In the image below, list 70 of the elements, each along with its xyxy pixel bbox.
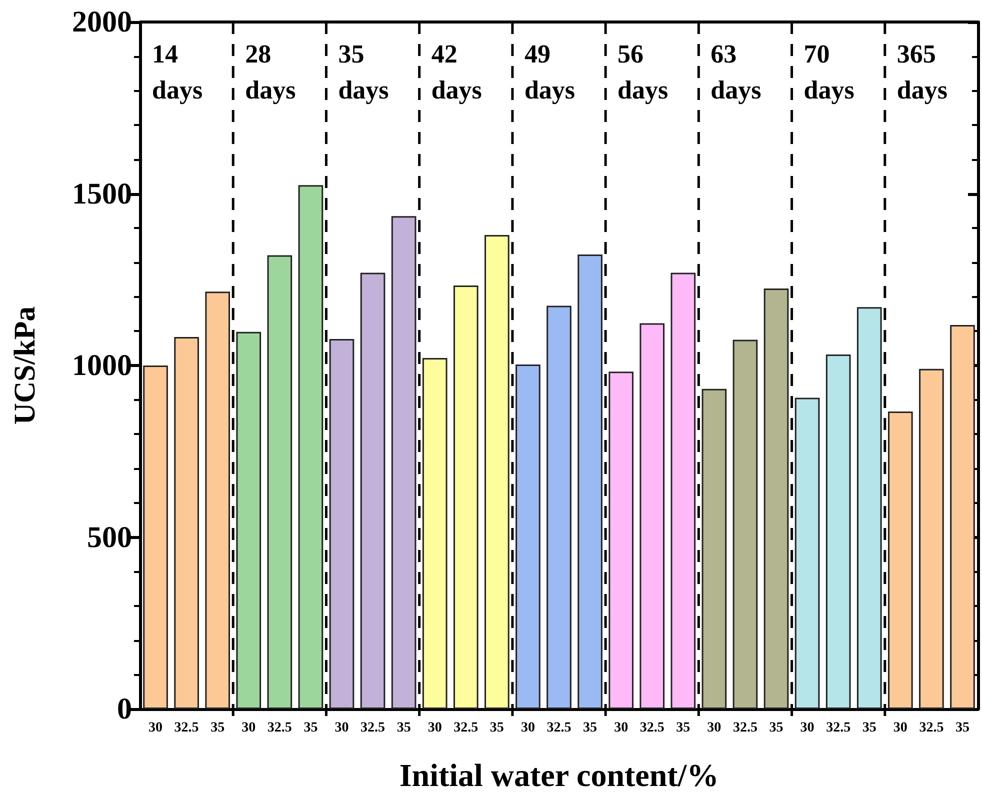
- bar: [298, 185, 324, 709]
- x-tick-label: 30: [334, 720, 349, 736]
- y-tick-label: 0: [117, 692, 132, 726]
- x-tick-label: 30: [800, 720, 814, 736]
- annotation: 63 days: [710, 40, 762, 104]
- bar: [546, 306, 572, 709]
- x-tick-label: 35: [583, 720, 598, 736]
- x-tick-label: 32.5: [267, 720, 292, 736]
- bar: [267, 255, 292, 709]
- annotation: 35 days: [338, 40, 389, 104]
- bar: [391, 216, 416, 709]
- bar: [484, 234, 510, 709]
- bar: [950, 324, 975, 709]
- x-tick-label: 30: [707, 720, 722, 736]
- x-tick-label: 32.5: [919, 720, 944, 736]
- bar: [453, 285, 478, 709]
- x-tick-label: 30: [242, 720, 256, 736]
- y-tick-label: 500: [87, 520, 132, 554]
- bar: [919, 368, 944, 709]
- x-tick-label: 32.5: [640, 720, 664, 736]
- bar: [608, 372, 634, 709]
- annotation: 42 days: [431, 40, 482, 104]
- bar: [360, 272, 386, 709]
- bar: [702, 388, 727, 709]
- annotation: 49 days: [524, 40, 576, 104]
- x-tick-label: 35: [769, 720, 784, 736]
- x-tick-label: 30: [614, 720, 628, 736]
- annotation: 70 days: [804, 40, 854, 104]
- bar: [143, 366, 168, 709]
- x-tick-label: 35: [862, 720, 876, 736]
- x-tick-label: 35: [304, 720, 318, 736]
- x-tick-label: 32.5: [174, 720, 199, 736]
- x-tick-label: 30: [428, 720, 442, 736]
- bar: [640, 323, 665, 709]
- annotation: 365 days: [896, 40, 948, 104]
- annotation: 56 days: [618, 40, 668, 104]
- x-tick-label: 30: [893, 720, 908, 736]
- bar: [794, 398, 820, 709]
- bar: [236, 332, 262, 709]
- bar: [516, 364, 540, 709]
- x-axis-title: Initial water content/%: [399, 757, 719, 793]
- x-tick-label: 35: [676, 720, 690, 736]
- annotation: 14 days: [152, 40, 203, 104]
- y-axis-title: UCS/kPa: [8, 306, 42, 425]
- y-tick-label: 2000: [72, 6, 132, 38]
- x-tick-label: 32.5: [360, 720, 386, 736]
- bar: [205, 292, 230, 709]
- x-tick-label: 32.5: [732, 720, 758, 736]
- x-tick-label: 35: [490, 720, 504, 736]
- annotation: 28 days: [245, 40, 296, 104]
- x-tick-label: 35: [210, 720, 225, 736]
- x-tick-label: 30: [148, 720, 163, 736]
- bar: [329, 339, 354, 709]
- bar: [764, 288, 789, 709]
- y-tick-label: 1500: [72, 177, 132, 210]
- bar: [422, 358, 448, 709]
- x-tick-label: 32.5: [454, 720, 478, 736]
- bar: [670, 272, 696, 709]
- x-tick-label: 35: [955, 720, 970, 736]
- bar: [732, 340, 758, 709]
- bar: [578, 254, 602, 709]
- bar: [174, 336, 199, 709]
- x-tick-label: 30: [520, 720, 535, 736]
- x-tick-label: 35: [396, 720, 411, 736]
- bar: [826, 354, 851, 709]
- y-tick-label: 1000: [72, 349, 132, 382]
- bar: [856, 307, 882, 709]
- bar: [888, 412, 913, 709]
- x-tick-label: 32.5: [826, 720, 851, 736]
- x-tick-label: 32.5: [546, 720, 572, 736]
